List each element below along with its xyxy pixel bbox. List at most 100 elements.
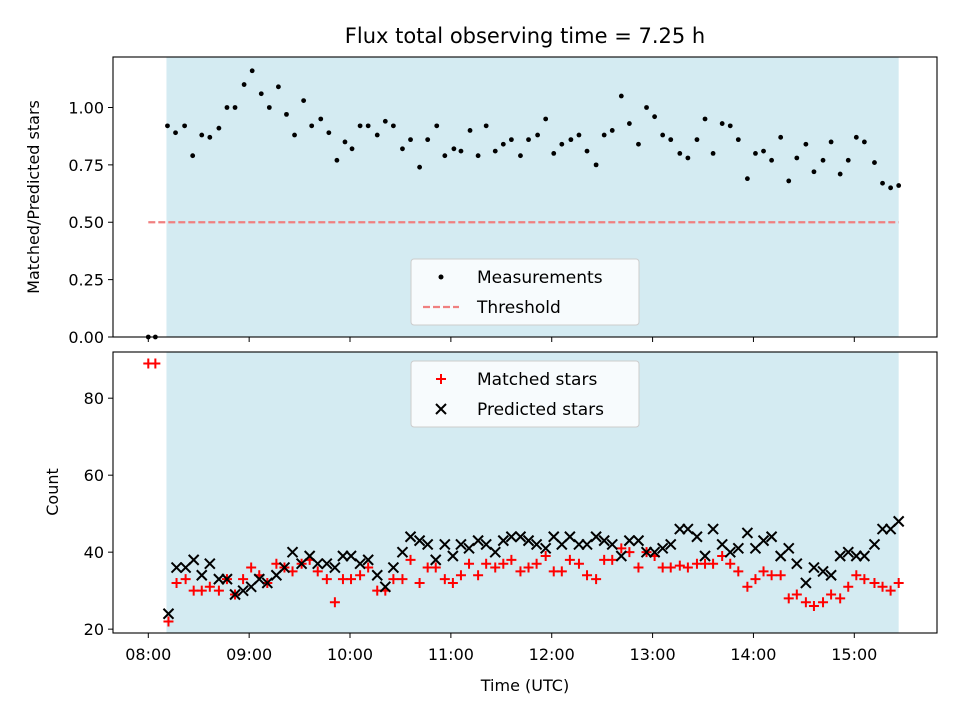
measurement-point xyxy=(475,153,481,159)
predicted-point xyxy=(387,561,400,574)
matched-point xyxy=(835,593,846,604)
matched-point xyxy=(464,558,475,569)
matched-point xyxy=(843,581,854,592)
matched-point xyxy=(633,562,644,573)
predicted-point xyxy=(229,588,241,601)
predicted-point xyxy=(162,608,175,620)
ratio-ytick-label: 0.25 xyxy=(68,271,104,290)
measurement-point xyxy=(374,132,380,138)
predicted-point xyxy=(581,538,593,551)
measurement-point xyxy=(318,116,324,122)
matched-point xyxy=(180,574,191,585)
count-legend-label: Predicted stars xyxy=(477,400,604,420)
predicted-point xyxy=(691,531,703,543)
measurement-point xyxy=(342,139,348,145)
predicted-point xyxy=(539,542,552,555)
legend-marker-measurements xyxy=(438,274,444,280)
matched-point xyxy=(682,562,693,573)
measurement-point xyxy=(284,111,289,117)
predicted-point xyxy=(404,531,417,543)
measurement-point xyxy=(400,146,405,152)
predicted-point xyxy=(371,569,383,581)
matched-point xyxy=(246,562,257,573)
measurement-point xyxy=(872,160,877,165)
measurement-point xyxy=(601,132,607,138)
ratio-legend-box xyxy=(410,258,640,326)
measurement-point xyxy=(568,137,574,143)
matched-point xyxy=(171,577,182,588)
matched-point xyxy=(607,554,618,565)
measurement-point xyxy=(417,164,423,170)
predicted-point xyxy=(321,558,333,570)
predicted-point xyxy=(439,538,451,551)
measurement-point xyxy=(224,105,230,110)
count-ytick-label: 40 xyxy=(84,543,104,562)
matched-point xyxy=(329,597,340,608)
predicted-point xyxy=(892,515,905,528)
predicted-point xyxy=(808,561,820,574)
measurement-point xyxy=(710,150,716,156)
predicted-point xyxy=(170,561,183,574)
matched-point xyxy=(758,566,769,577)
matched-point xyxy=(582,570,593,581)
measurement-point xyxy=(434,123,440,129)
measurement-point xyxy=(845,157,851,163)
matched-point xyxy=(506,554,517,565)
ratio-ytick-label: 0.00 xyxy=(68,328,104,347)
measurement-point xyxy=(357,123,363,129)
predicted-point xyxy=(858,550,871,562)
measurement-point xyxy=(837,171,843,177)
predicted-point xyxy=(354,558,366,570)
predicted-point xyxy=(606,538,618,551)
ratio-legend-label: Threshold xyxy=(476,298,561,318)
predicted-point xyxy=(362,554,374,566)
measurement-point xyxy=(761,148,766,154)
count-plot-xlabel: Time (UTC) xyxy=(480,676,569,695)
predicted-point xyxy=(825,569,837,581)
matched-point xyxy=(355,570,366,581)
measurement-point xyxy=(618,93,624,99)
measurement-point xyxy=(685,155,691,161)
measurement-point xyxy=(390,123,396,129)
matched-point xyxy=(733,566,744,577)
measurement-point xyxy=(266,105,272,110)
matched-point xyxy=(238,574,249,585)
ratio-ytick-label: 0.75 xyxy=(68,156,104,175)
matched-point xyxy=(531,558,542,569)
predicted-point xyxy=(514,531,527,543)
measurement-point xyxy=(508,137,514,143)
measurement-point xyxy=(232,105,238,110)
measurement-point xyxy=(309,123,315,129)
matched-point xyxy=(791,589,802,600)
measurement-point xyxy=(258,91,264,97)
count-xtick-label: 11:00 xyxy=(428,645,474,664)
predicted-point xyxy=(489,546,501,558)
predicted-point xyxy=(237,584,249,597)
predicted-point xyxy=(765,531,778,543)
measurement-point xyxy=(896,183,902,188)
matched-point xyxy=(708,558,719,569)
predicted-point xyxy=(757,534,770,547)
matched-point xyxy=(885,585,896,596)
predicted-point xyxy=(800,577,812,589)
matched-point xyxy=(556,566,567,577)
measurement-point xyxy=(778,134,784,140)
count-ytick-label: 60 xyxy=(84,466,104,485)
matched-point xyxy=(591,574,602,585)
predicted-point xyxy=(261,577,274,589)
matched-point xyxy=(877,581,888,592)
measurement-point xyxy=(182,123,188,129)
ratio-ytick-label: 1.00 xyxy=(68,98,104,117)
matched-point xyxy=(826,589,837,600)
predicted-point xyxy=(834,550,846,562)
measurement-point xyxy=(636,141,641,147)
predicted-point xyxy=(447,550,459,562)
measurement-point xyxy=(276,84,281,90)
measurement-point xyxy=(644,105,649,110)
measurement-point xyxy=(702,116,708,122)
measurement-point xyxy=(249,68,255,74)
matched-point xyxy=(800,597,811,608)
measurement-point xyxy=(241,82,247,87)
